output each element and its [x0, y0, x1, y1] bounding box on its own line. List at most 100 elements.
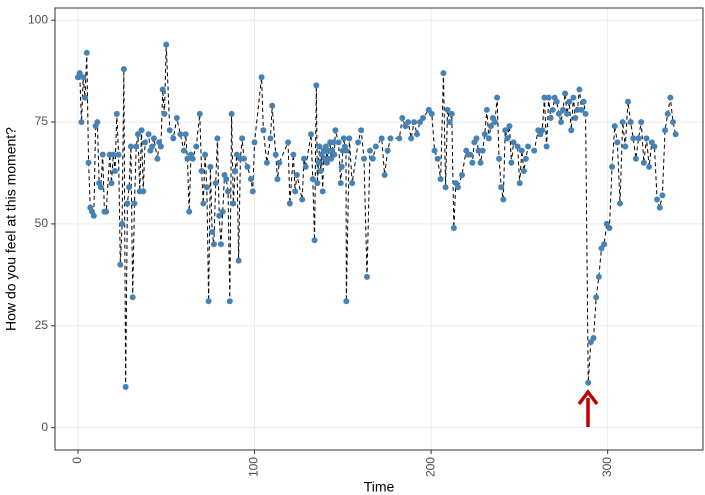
- point: [127, 143, 134, 150]
- point: [247, 176, 254, 183]
- point: [659, 192, 666, 199]
- point: [140, 188, 147, 195]
- x-tick-label: 300: [600, 457, 614, 477]
- point: [138, 127, 145, 134]
- point: [366, 147, 373, 154]
- point: [500, 196, 507, 203]
- point: [267, 135, 274, 142]
- point: [516, 180, 523, 187]
- point: [667, 94, 674, 101]
- point: [381, 172, 388, 179]
- point: [142, 139, 149, 146]
- point: [611, 123, 618, 130]
- point: [606, 224, 613, 231]
- point: [570, 94, 577, 101]
- point: [555, 110, 562, 117]
- point: [110, 151, 117, 158]
- point: [166, 127, 173, 134]
- point: [251, 139, 258, 146]
- point: [193, 143, 200, 150]
- y-axis-title: How do you feel at this moment?: [3, 127, 19, 331]
- point: [207, 163, 214, 170]
- point: [651, 143, 658, 150]
- x-tick-label: 100: [247, 457, 261, 477]
- x-axis-title: Time: [364, 479, 395, 495]
- point: [531, 147, 538, 154]
- point: [617, 200, 624, 207]
- point: [173, 114, 180, 121]
- point: [593, 294, 600, 301]
- point: [522, 155, 529, 162]
- point: [399, 114, 406, 121]
- point: [274, 176, 281, 183]
- point: [428, 110, 435, 117]
- point: [372, 143, 379, 150]
- point: [330, 139, 337, 146]
- series: [74, 41, 679, 390]
- point: [134, 131, 141, 138]
- point: [76, 70, 83, 77]
- point: [387, 135, 394, 142]
- point: [672, 131, 679, 138]
- point: [411, 119, 418, 126]
- point: [244, 163, 251, 170]
- point: [494, 94, 501, 101]
- point: [180, 147, 187, 154]
- point: [209, 229, 216, 236]
- point: [609, 163, 616, 170]
- point: [419, 114, 426, 121]
- point: [126, 184, 133, 191]
- point: [85, 159, 92, 166]
- point: [149, 143, 156, 150]
- point: [272, 151, 279, 158]
- point: [223, 176, 230, 183]
- point: [233, 151, 240, 158]
- point: [632, 155, 639, 162]
- point: [384, 147, 391, 154]
- point: [630, 135, 637, 142]
- point: [408, 135, 415, 142]
- point: [624, 98, 631, 105]
- point: [343, 298, 350, 305]
- point: [308, 131, 315, 138]
- panel-border: [54, 7, 704, 451]
- point: [619, 119, 626, 126]
- point: [506, 123, 513, 130]
- point: [378, 135, 385, 142]
- point: [219, 208, 226, 215]
- plot-panel: [55, 8, 703, 450]
- point: [473, 135, 480, 142]
- point: [119, 220, 126, 227]
- point: [635, 135, 642, 142]
- point: [258, 74, 265, 81]
- point: [82, 94, 89, 101]
- point: [508, 159, 515, 166]
- point: [260, 127, 267, 134]
- point: [313, 82, 320, 89]
- point: [150, 135, 157, 142]
- point: [547, 114, 554, 121]
- point: [249, 188, 256, 195]
- y-tick-label: 75: [35, 114, 49, 128]
- point: [145, 131, 152, 138]
- point: [568, 127, 575, 134]
- point: [578, 106, 585, 113]
- point: [369, 155, 376, 162]
- point: [566, 98, 573, 105]
- x-tick-label: 0: [70, 457, 84, 464]
- point: [454, 184, 461, 191]
- point: [332, 127, 339, 134]
- point: [549, 106, 556, 113]
- point: [525, 143, 532, 150]
- point: [614, 139, 621, 146]
- point: [94, 119, 101, 126]
- point: [572, 114, 579, 121]
- point: [228, 110, 235, 117]
- point: [467, 151, 474, 158]
- point: [90, 212, 97, 219]
- point: [315, 159, 322, 166]
- point: [545, 94, 552, 101]
- point: [601, 241, 608, 248]
- point: [340, 135, 347, 142]
- point: [239, 135, 246, 142]
